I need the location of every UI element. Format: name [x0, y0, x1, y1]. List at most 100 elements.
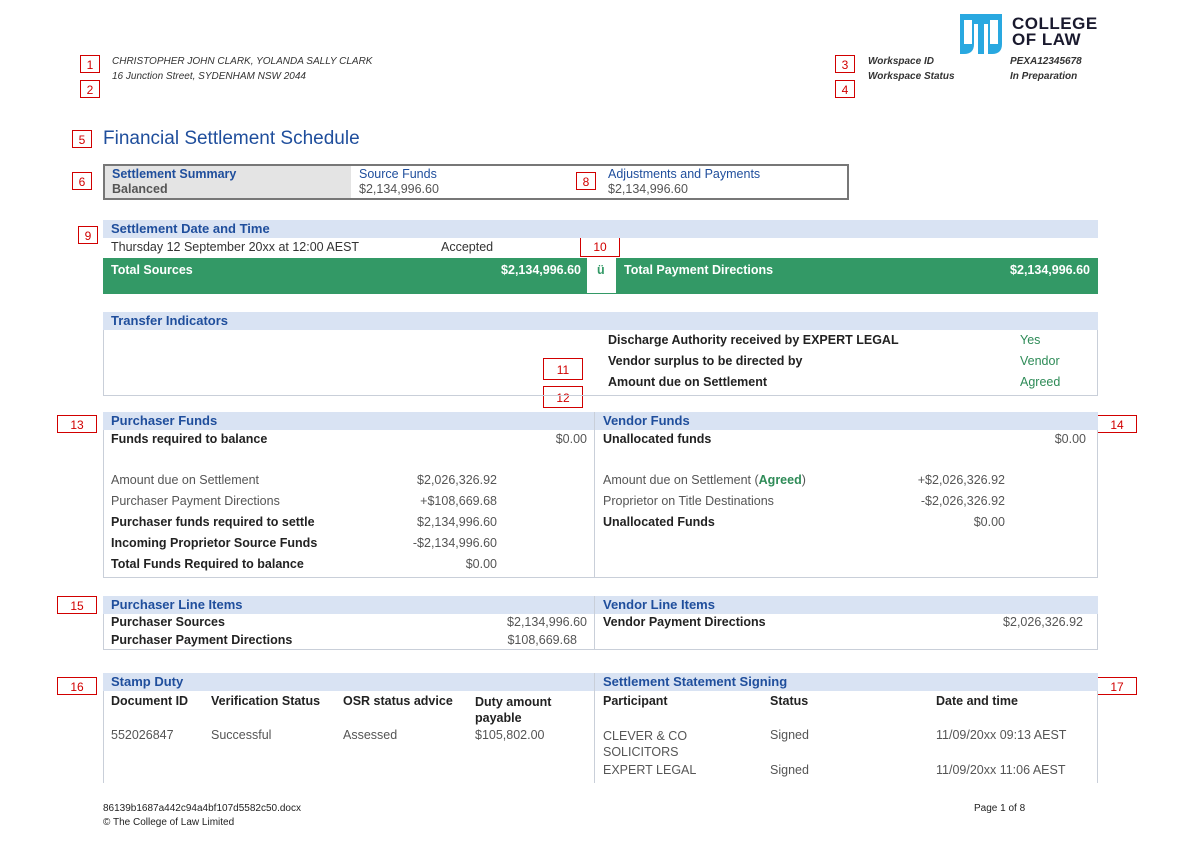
vendor-fund-label-post: ) — [801, 473, 806, 487]
marker-12: 12 — [543, 386, 583, 408]
signing-participant: CLEVER & CO SOLICITORS — [603, 729, 688, 759]
unallocated-funds-value: $0.00 — [1054, 432, 1086, 446]
purchaser-fund-value: $2,134,996.60 — [417, 515, 497, 529]
purchaser-line-item-value: $2,134,996.60 — [507, 615, 587, 629]
agreed-label: Agreed — [758, 473, 802, 487]
signing-col-header: Date and time — [936, 694, 1018, 708]
marker-13: 13 — [57, 415, 97, 433]
settlement-date-header: Settlement Date and Time — [103, 220, 1098, 238]
signing-status: Signed — [770, 763, 809, 777]
page-title: Financial Settlement Schedule — [103, 128, 360, 149]
stamp-col-header: Verification Status — [211, 694, 321, 708]
purchaser-fund-row: Purchaser Payment Directions — [111, 494, 280, 508]
stamp-divider — [594, 673, 595, 783]
funds-divider — [594, 412, 595, 578]
signing-col-header: Status — [770, 694, 809, 708]
college-logo-mark — [960, 14, 1002, 54]
settlement-datetime: Thursday 12 September 20xx at 12:00 AEST — [111, 240, 360, 254]
total-payments-value: $2,134,996.60 — [1010, 263, 1090, 277]
marker-1: 1 — [80, 55, 100, 73]
stamp-cell: Successful — [211, 728, 272, 742]
logo-line1: COLLEGE — [1012, 14, 1098, 33]
total-sources-label: Total Sources — [111, 263, 193, 277]
marker-14: 14 — [1097, 415, 1137, 433]
marker-8: 8 — [576, 172, 596, 190]
transfer-row-value: Vendor — [1020, 354, 1060, 368]
purchaser-line-item-value: $108,669.68 — [507, 633, 577, 647]
total-sources-value: $2,134,996.60 — [501, 263, 581, 277]
stamp-right-border — [1097, 673, 1098, 783]
vendor-fund-row: Unallocated Funds — [603, 515, 715, 529]
workspace-id-value: PEXA12345678 — [1010, 56, 1082, 67]
signing-header: Settlement Statement Signing — [595, 673, 1098, 691]
marker-3: 3 — [835, 55, 855, 73]
source-funds-label: Source Funds — [359, 167, 437, 181]
vendor-fund-row: Amount due on Settlement (Agreed) — [603, 473, 806, 487]
total-payments-bar: Total Payment Directions $2,134,996.60 — [616, 258, 1098, 294]
stamp-col-header: OSR status advice — [343, 694, 453, 708]
funds-required-label: Funds required to balance — [111, 432, 268, 446]
marker-4: 4 — [835, 80, 855, 98]
marker-10: 10 — [580, 235, 620, 257]
stamp-left-border — [103, 673, 104, 783]
balance-check-cell: ü — [587, 258, 616, 294]
marker-16: 16 — [57, 677, 97, 695]
stamp-duty-header: Stamp Duty — [103, 673, 594, 691]
stamp-col-header: Duty amount payable — [475, 695, 552, 725]
purchaser-fund-value: -$2,134,996.60 — [412, 536, 497, 550]
marker-5: 5 — [72, 130, 92, 148]
vendor-line-items-header: Vendor Line Items — [595, 596, 1098, 614]
workspace-status-label: Workspace Status — [868, 71, 955, 82]
marker-17: 17 — [1097, 677, 1137, 695]
transfer-indicators-header: Transfer Indicators — [103, 312, 1098, 330]
settlement-summary-box: Settlement Summary Balanced Source Funds… — [103, 164, 849, 200]
stamp-cell: Assessed — [343, 728, 398, 742]
vendor-funds-header: Vendor Funds — [595, 412, 1098, 430]
transfer-row-label: Vendor surplus to be directed by — [608, 354, 803, 368]
marker-2: 2 — [80, 80, 100, 98]
marker-9: 9 — [78, 226, 98, 244]
stamp-cell: $105,802.00 — [475, 728, 545, 742]
purchaser-line-items-header: Purchaser Line Items — [103, 596, 594, 614]
college-logo: COLLEGE OF LAW — [958, 10, 1097, 58]
transfer-row-label: Amount due on Settlement — [608, 375, 768, 389]
check-icon: ü — [597, 263, 605, 277]
funds-required-value: $0.00 — [555, 432, 587, 446]
purchaser-fund-row: Amount due on Settlement — [111, 473, 260, 487]
total-payments-label: Total Payment Directions — [624, 263, 774, 277]
signing-date: 11/09/20xx 11:06 AEST — [936, 763, 1066, 777]
purchaser-line-item: Purchaser Sources — [111, 615, 225, 629]
purchaser-funds-header: Purchaser Funds — [103, 412, 594, 430]
marker-6: 6 — [72, 172, 92, 190]
footer-copyright: © The College of Law Limited — [103, 817, 235, 828]
adjustments-value: $2,134,996.60 — [608, 182, 688, 196]
source-funds-value: $2,134,996.60 — [359, 182, 439, 196]
party-address: 16 Junction Street, SYDENHAM NSW 2044 — [112, 71, 306, 82]
workspace-id-label: Workspace ID — [868, 56, 934, 67]
line-items-divider — [594, 596, 595, 650]
stamp-cell: 552026847 — [111, 728, 174, 742]
signing-date: 11/09/20xx 09:13 AEST — [936, 728, 1067, 742]
purchaser-fund-row: Total Funds Required to balance — [111, 557, 304, 571]
total-sources-bar: Total Sources $2,134,996.60 — [103, 258, 587, 294]
purchaser-fund-value: +$108,669.68 — [420, 494, 497, 508]
transfer-row-label: Discharge Authority received by EXPERT L… — [608, 333, 899, 347]
party-names: CHRISTOPHER JOHN CLARK, YOLANDA SALLY CL… — [112, 56, 373, 67]
footer-page-number: Page 1 of 8 — [974, 803, 1026, 814]
purchaser-fund-row: Incoming Proprietor Source Funds — [111, 536, 318, 550]
transfer-row-value: Agreed — [1020, 375, 1061, 389]
signing-status: Signed — [770, 728, 809, 742]
settlement-state: Accepted — [441, 240, 494, 254]
purchaser-fund-value: $0.00 — [465, 557, 497, 571]
stamp-col-header: Document ID — [111, 694, 189, 708]
adjustments-label: Adjustments and Payments — [608, 167, 761, 181]
vendor-fund-value: +$2,026,326.92 — [917, 473, 1005, 487]
vendor-line-item: Vendor Payment Directions — [603, 615, 766, 629]
summary-status: Balanced — [112, 182, 168, 196]
marker-11: 11 — [543, 358, 583, 380]
unallocated-funds-label: Unallocated funds — [603, 432, 712, 446]
purchaser-fund-row: Purchaser funds required to settle — [111, 515, 315, 529]
signing-col-header: Participant — [603, 694, 668, 708]
footer-filename: 86139b1687a442c94a4bf107d5582c50.docx — [103, 803, 301, 814]
summary-label: Settlement Summary — [112, 167, 237, 181]
